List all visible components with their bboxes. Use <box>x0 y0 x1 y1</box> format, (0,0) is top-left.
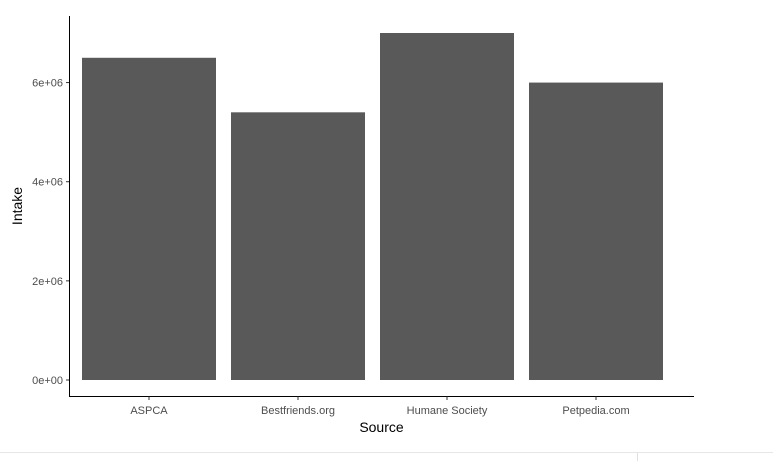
bars-group <box>82 33 663 381</box>
y-tick-label: 2e+06 <box>32 276 63 288</box>
y-tick-label: 0e+00 <box>32 375 63 387</box>
bar-bestfriends-org <box>231 112 365 381</box>
x-tick-label: Bestfriends.org <box>261 405 335 417</box>
bar-petpedia-com <box>529 82 663 381</box>
bar-aspca <box>82 57 216 381</box>
bottom-strip <box>0 452 773 462</box>
bar-humane-society <box>380 33 514 380</box>
bottom-divider <box>637 453 638 461</box>
y-axis-title: Intake <box>9 187 25 225</box>
x-tick-label: Humane Society <box>407 405 488 417</box>
x-tick-label: Petpedia.com <box>562 405 629 417</box>
y-tick-label: 6e+06 <box>32 78 63 90</box>
x-ticks-group: ASPCA Bestfriends.org Humane Society Petped… <box>130 396 630 417</box>
x-axis-title: Source <box>359 419 404 435</box>
y-ticks-group: 0e+00 2e+06 4e+06 6e+06 <box>32 78 69 387</box>
x-tick-label: ASPCA <box>130 405 168 417</box>
y-tick-label: 4e+06 <box>32 177 63 189</box>
